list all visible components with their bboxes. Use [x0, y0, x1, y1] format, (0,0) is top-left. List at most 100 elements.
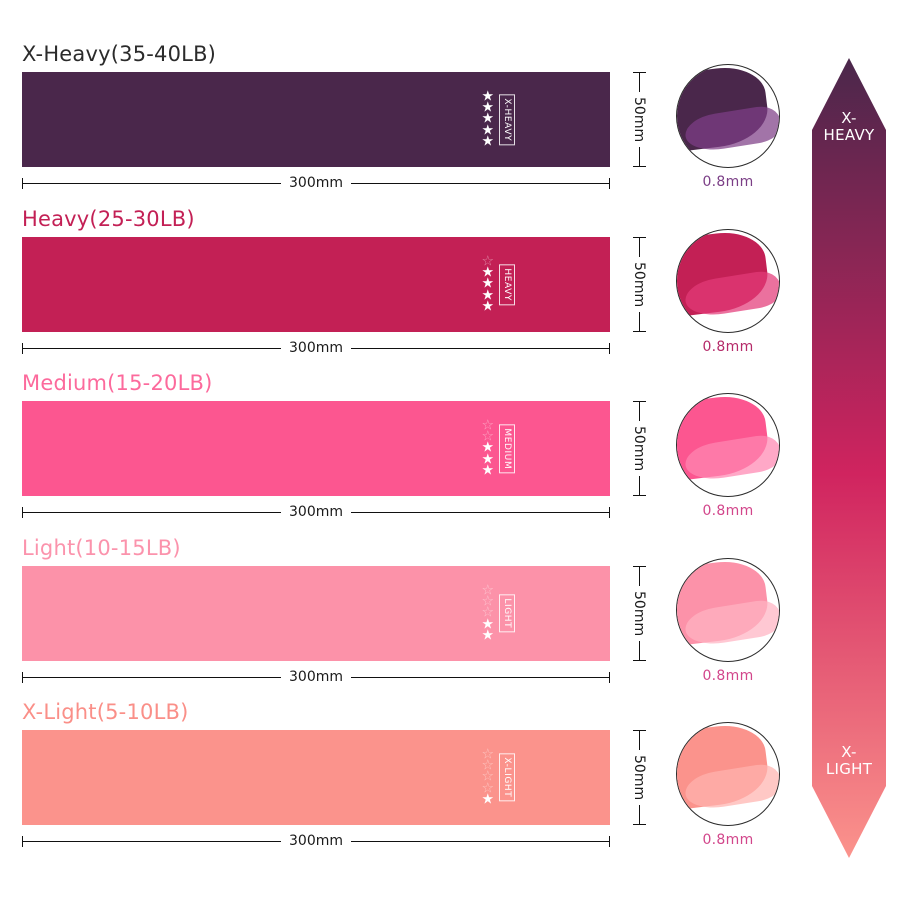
dimension-line [351, 840, 609, 842]
band-closeup-photo [676, 558, 780, 662]
dimension-cap [632, 72, 646, 73]
thickness-label: 0.8mm [702, 503, 754, 519]
star-outline-icon: ☆ [481, 428, 494, 445]
band-strength-tag: X-LIGHT [499, 753, 515, 802]
star-filled-icon: ★ [481, 275, 494, 292]
dimension-line [23, 840, 281, 842]
dimension-line [638, 147, 640, 166]
width-dimension-label: 300mm [289, 175, 343, 191]
dimension-line [638, 476, 640, 495]
star-filled-icon: ★ [481, 87, 494, 104]
band-strength-tag: HEAVY [499, 264, 515, 305]
dimension-cap [632, 730, 646, 731]
dimension-cap [632, 660, 646, 661]
star-filled-icon: ★ [481, 99, 494, 116]
dimension-cap [609, 835, 610, 847]
arrow-top-label-line1: X- [841, 109, 857, 127]
dimension-line [638, 402, 640, 421]
strength-gradient-arrow: X- HEAVY X- LIGHT [812, 58, 886, 858]
dimension-line [638, 312, 640, 331]
dimension-cap [632, 495, 646, 496]
dimension-cap [22, 506, 23, 518]
star-rating: ★ ★ ★ ☆ ☆ [481, 416, 494, 479]
star-filled-icon: ★ [481, 122, 494, 139]
star-filled-icon: ★ [481, 627, 494, 644]
height-dimension-label: 50mm [631, 96, 647, 143]
band-swatch: ★ ★ ★ ☆ ☆ MEDIUM [22, 401, 610, 496]
star-outline-icon: ☆ [481, 768, 494, 785]
dimension-line [351, 182, 609, 184]
height-dimension: 50mm [622, 566, 656, 661]
band-swatch: ★ ★ ★ ★ ★ X-HEAVY [22, 72, 610, 167]
dimension-cap [609, 177, 610, 189]
star-outline-icon: ☆ [481, 581, 494, 598]
dimension-cap [609, 342, 610, 354]
star-rating: ★ ★ ★ ★ ★ [481, 87, 494, 150]
band-title: X-Light(5-10LB) [22, 700, 189, 724]
thickness-detail-inset: 0.8mm [668, 229, 788, 355]
width-dimension: 300mm [22, 339, 610, 357]
dimension-line [23, 347, 281, 349]
thickness-detail-inset: 0.8mm [668, 722, 788, 848]
band-marking: ★ ★ ★ ☆ ☆ MEDIUM [481, 416, 515, 479]
dimension-line [638, 238, 640, 257]
band-strength-tag: LIGHT [499, 594, 515, 633]
dimension-cap [632, 166, 646, 167]
band-closeup-photo [676, 393, 780, 497]
dimension-line [23, 676, 281, 678]
band-swatch: ★ ★ ★ ★ ☆ HEAVY [22, 237, 610, 332]
width-dimension-label: 300mm [289, 504, 343, 520]
dimension-cap [609, 506, 610, 518]
height-dimension: 50mm [622, 401, 656, 496]
height-dimension: 50mm [622, 237, 656, 332]
dimension-cap [22, 342, 23, 354]
width-dimension-label: 300mm [289, 340, 343, 356]
band-title: Medium(15-20LB) [22, 371, 213, 395]
band-swatch: ★ ★ ☆ ☆ ☆ LIGHT [22, 566, 610, 661]
star-filled-icon: ★ [481, 616, 494, 633]
star-outline-icon: ☆ [481, 757, 494, 774]
band-title: X-Heavy(35-40LB) [22, 42, 217, 66]
height-dimension-label: 50mm [631, 425, 647, 472]
dimension-cap [22, 835, 23, 847]
band-closeup-photo [676, 229, 780, 333]
dimension-line [638, 805, 640, 824]
arrow-shaft [812, 58, 886, 858]
dimension-line [351, 347, 609, 349]
star-outline-icon: ☆ [481, 252, 494, 269]
dimension-line [638, 641, 640, 660]
star-filled-icon: ★ [481, 298, 494, 315]
star-filled-icon: ★ [481, 110, 494, 127]
band-marking: ★ ☆ ☆ ☆ ☆ X-LIGHT [481, 745, 515, 807]
width-dimension: 300mm [22, 832, 610, 850]
dimension-line [638, 731, 640, 750]
thickness-label: 0.8mm [702, 339, 754, 355]
star-outline-icon: ☆ [481, 604, 494, 621]
width-dimension: 300mm [22, 668, 610, 686]
star-filled-icon: ★ [481, 133, 494, 150]
band-swatch: ★ ☆ ☆ ☆ ☆ X-LIGHT [22, 730, 610, 825]
band-marking: ★ ★ ★ ★ ☆ HEAVY [481, 252, 515, 315]
star-outline-icon: ☆ [481, 745, 494, 762]
width-dimension-label: 300mm [289, 669, 343, 685]
dimension-cap [632, 237, 646, 238]
star-outline-icon: ☆ [481, 780, 494, 797]
star-filled-icon: ★ [481, 264, 494, 281]
star-filled-icon: ★ [481, 462, 494, 479]
band-strength-tag: MEDIUM [499, 424, 515, 473]
height-dimension-label: 50mm [631, 754, 647, 801]
thickness-label: 0.8mm [702, 174, 754, 190]
band-closeup-photo [676, 722, 780, 826]
band-marking: ★ ★ ★ ★ ★ X-HEAVY [481, 87, 515, 150]
band-closeup-photo [676, 64, 780, 168]
dimension-cap [609, 671, 610, 683]
width-dimension: 300mm [22, 503, 610, 521]
band-title: Heavy(25-30LB) [22, 207, 195, 231]
dimension-cap [632, 331, 646, 332]
height-dimension: 50mm [622, 72, 656, 167]
star-rating: ★ ☆ ☆ ☆ ☆ [481, 745, 494, 807]
star-outline-icon: ☆ [481, 593, 494, 610]
arrow-bottom-label-line1: X- [841, 742, 857, 761]
star-outline-icon: ☆ [481, 416, 494, 433]
